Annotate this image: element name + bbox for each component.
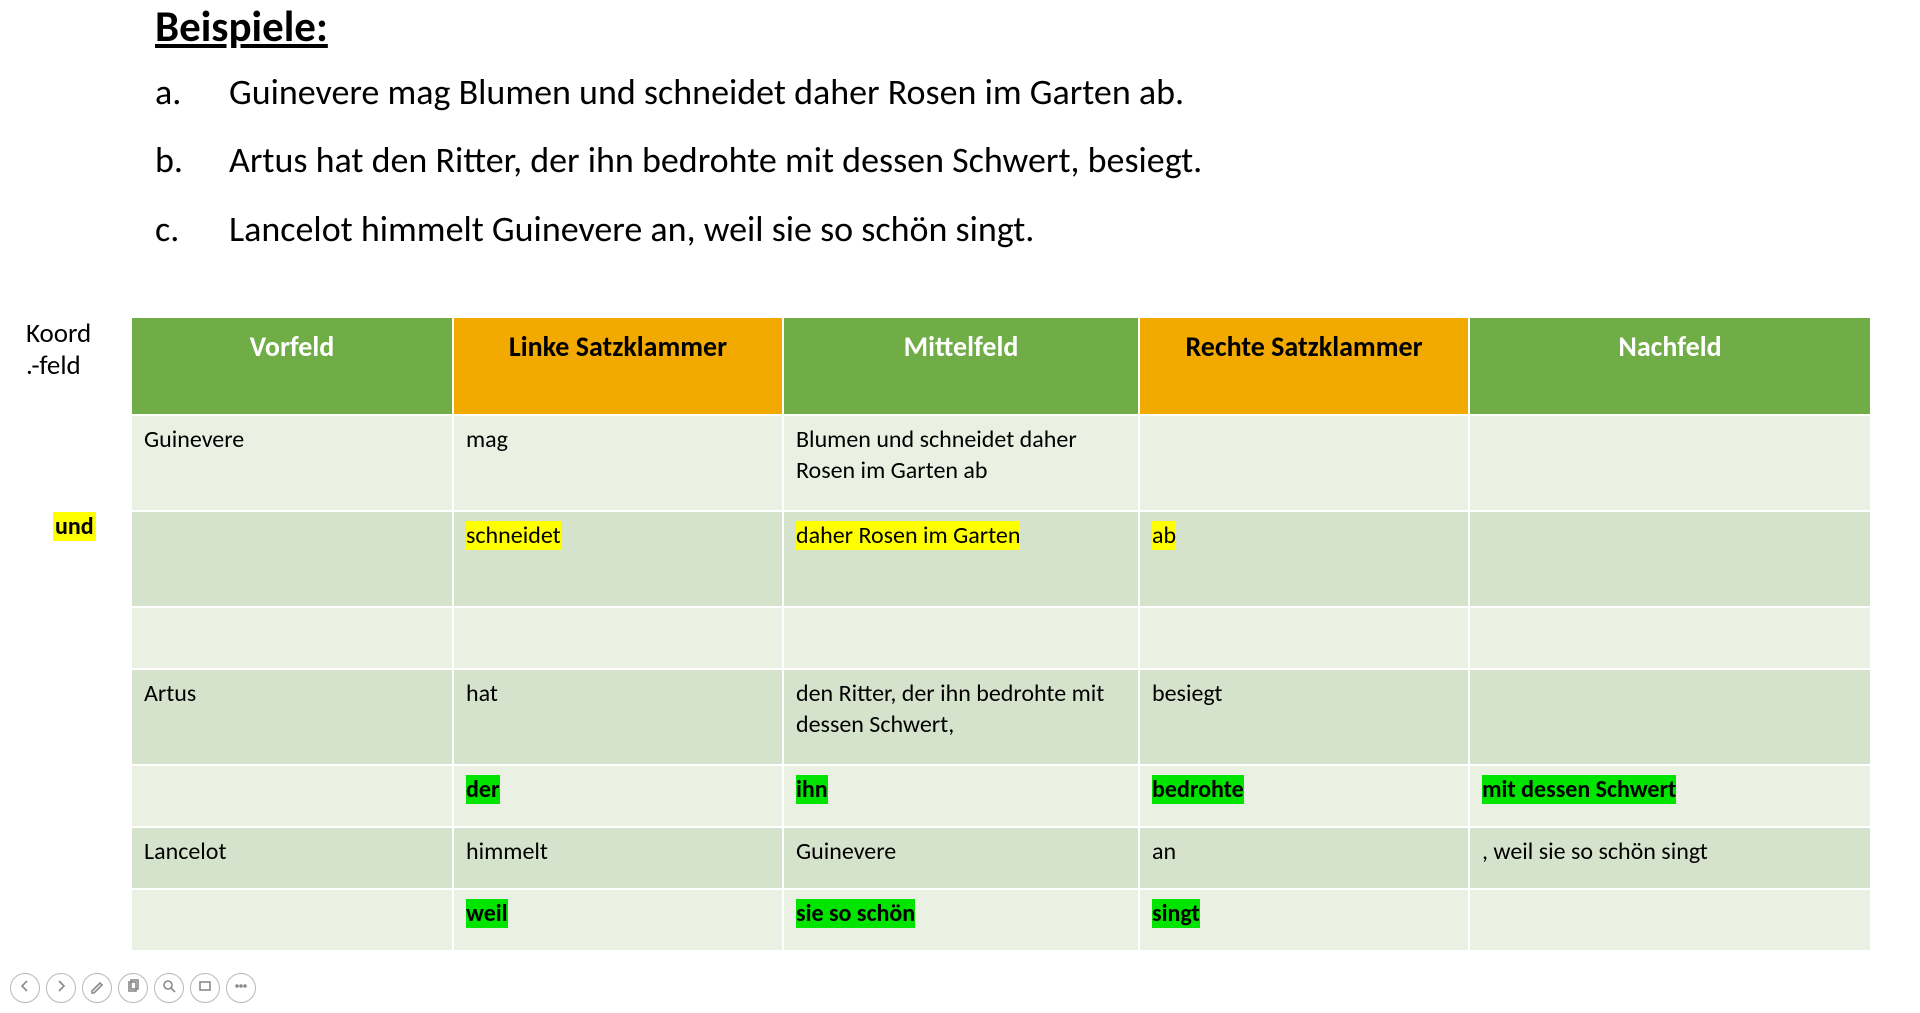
pen-button[interactable]	[82, 973, 112, 1003]
table-cell: Guinevere	[131, 415, 453, 511]
table-row: schneidet daher Rosen im Garten ab	[131, 511, 1871, 607]
examples-list: a. Guinevere mag Blumen und schneidet da…	[155, 58, 1202, 263]
copy-icon	[125, 978, 141, 999]
prev-icon	[17, 978, 33, 999]
table-cell: schneidet	[453, 511, 783, 607]
table-cell	[453, 607, 783, 669]
koord-line2: .-feld	[26, 349, 81, 382]
search-icon	[161, 978, 177, 999]
table-cell: ihn	[783, 765, 1139, 827]
example-text: Lancelot himmelt Guinevere an, weil sie …	[229, 195, 1034, 263]
table-cell: Guinevere	[783, 827, 1139, 889]
prev-button[interactable]	[10, 973, 40, 1003]
table-cell: hat	[453, 669, 783, 765]
highlighted-text: ihn	[796, 775, 828, 804]
table-cell	[131, 765, 453, 827]
example-marker: a.	[155, 58, 229, 126]
table-cell: besiegt	[1139, 669, 1469, 765]
col-nachfeld: Nachfeld	[1469, 317, 1871, 415]
table-cell: Artus	[131, 669, 453, 765]
example-text: Artus hat den Ritter, der ihn bedrohte m…	[229, 126, 1202, 194]
table-cell: bedrohte	[1139, 765, 1469, 827]
next-icon	[53, 978, 69, 999]
more-button[interactable]	[226, 973, 256, 1003]
table-cell: der	[453, 765, 783, 827]
table-cell: ab	[1139, 511, 1469, 607]
slide: Beispiele: a. Guinevere mag Blumen und s…	[0, 0, 1920, 1013]
example-marker: b.	[155, 126, 229, 194]
next-button[interactable]	[46, 973, 76, 1003]
example-c: c. Lancelot himmelt Guinevere an, weil s…	[155, 195, 1202, 263]
table-header-row: Vorfeld Linke Satzklammer Mittelfeld Rec…	[131, 317, 1871, 415]
table-cell: mit dessen Schwert	[1469, 765, 1871, 827]
more-icon	[233, 978, 249, 999]
pen-icon	[89, 978, 105, 999]
example-a: a. Guinevere mag Blumen und schneidet da…	[155, 58, 1202, 126]
table-cell	[1139, 607, 1469, 669]
copy-button[interactable]	[118, 973, 148, 1003]
col-linke-sk: Linke Satzklammer	[453, 317, 783, 415]
table-row: der ihn bedrohte mit dessen Schwert	[131, 765, 1871, 827]
table-cell	[1469, 889, 1871, 951]
table-cell: singt	[1139, 889, 1469, 951]
table-row: weil sie so schön singt	[131, 889, 1871, 951]
koord-line1: Koord	[26, 317, 91, 350]
table-cell: Lancelot	[131, 827, 453, 889]
table-cell: an	[1139, 827, 1469, 889]
table-cell: sie so schön	[783, 889, 1139, 951]
table-cell: himmelt	[453, 827, 783, 889]
table-cell	[131, 511, 453, 607]
highlighted-text: sie so schön	[796, 899, 915, 928]
table-cell: weil	[453, 889, 783, 951]
table-cell	[1139, 415, 1469, 511]
table-cell	[1469, 511, 1871, 607]
table-cell	[1469, 607, 1871, 669]
felderschema-table: Vorfeld Linke Satzklammer Mittelfeld Rec…	[130, 316, 1872, 952]
koord-feld-label: Koord .-feld	[26, 318, 91, 383]
example-text: Guinevere mag Blumen und schneidet daher…	[229, 58, 1184, 126]
highlighted-text: bedrohte	[1152, 775, 1244, 804]
table-cell	[783, 607, 1139, 669]
table-cell: mag	[453, 415, 783, 511]
table-row: GuineveremagBlumen und schneidet daher R…	[131, 415, 1871, 511]
highlighted-text: singt	[1152, 899, 1200, 928]
col-vorfeld: Vorfeld	[131, 317, 453, 415]
col-mittelfeld: Mittelfeld	[783, 317, 1139, 415]
page-title: Beispiele:	[155, 0, 328, 53]
table-cell	[131, 607, 453, 669]
highlighted-text: mit dessen Schwert	[1482, 775, 1676, 804]
table-row: LancelothimmeltGuineverean, weil sie so …	[131, 827, 1871, 889]
table-cell: , weil sie so schön singt	[1469, 827, 1871, 889]
fullscreen-icon	[197, 978, 213, 999]
table-row	[131, 607, 1871, 669]
col-rechte-sk: Rechte Satzklammer	[1139, 317, 1469, 415]
search-button[interactable]	[154, 973, 184, 1003]
fullscreen-button[interactable]	[190, 973, 220, 1003]
example-b: b. Artus hat den Ritter, der ihn bedroht…	[155, 126, 1202, 194]
example-marker: c.	[155, 195, 229, 263]
koord-und-highlight: und	[53, 512, 96, 541]
highlighted-text: der	[466, 775, 500, 804]
highlighted-text: schneidet	[466, 521, 561, 550]
highlighted-text: daher Rosen im Garten	[796, 521, 1020, 550]
table-row: Artushatden Ritter, der ihn bedrohte mit…	[131, 669, 1871, 765]
table-cell: Blumen und schneidet daher Rosen im Gart…	[783, 415, 1139, 511]
table-cell: daher Rosen im Garten	[783, 511, 1139, 607]
table-cell	[1469, 415, 1871, 511]
table-cell: den Ritter, der ihn bedrohte mit dessen …	[783, 669, 1139, 765]
presentation-toolbar	[10, 973, 256, 1003]
highlighted-text: ab	[1152, 521, 1176, 550]
table-cell	[1469, 669, 1871, 765]
table-cell	[131, 889, 453, 951]
highlighted-text: weil	[466, 899, 508, 928]
